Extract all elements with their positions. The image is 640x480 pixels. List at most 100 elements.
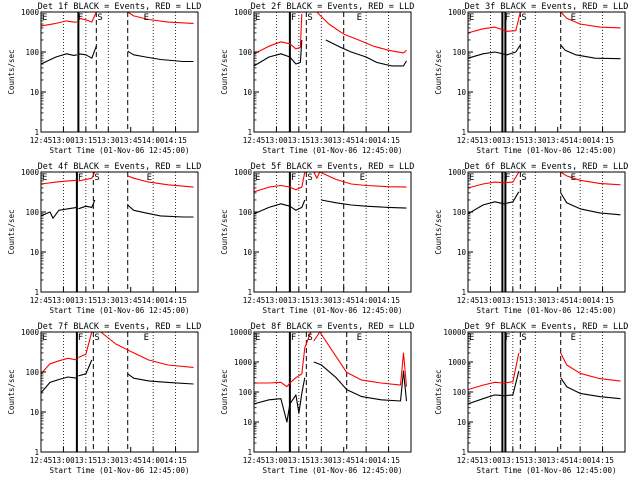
x-tick-label: 13:30 [97,136,120,145]
events-series-line [560,192,621,216]
x-tick-label: 13:15 [75,136,98,145]
x-tick-label: 14:15 [377,456,400,465]
events-series-line [40,376,77,394]
x-tick-label: 12:45 [243,456,266,465]
y-tick-label: 1 [34,288,39,297]
x-tick-label: 13:45 [546,456,569,465]
events-series-line [127,204,194,218]
interval-marker-label: E [144,13,149,23]
x-tick-label: 14:00 [142,136,165,145]
plot-frame [40,331,199,453]
x-tick-label: 13:45 [119,456,142,465]
x-tick-label: 12:45 [30,456,53,465]
y-tick-label: 10 [243,248,253,257]
x-tick-label: 13:30 [524,456,547,465]
y-tick-label: 1 [461,128,466,137]
x-tick-label: 13:30 [97,296,120,305]
y-tick-label: 1 [247,288,252,297]
lld-series-line [316,11,407,54]
y-axis-label: Counts/sec [220,209,229,254]
x-tick-label: 13:00 [52,296,75,305]
y-tick-label: 10 [30,408,40,417]
plot-frame [467,331,626,453]
events-series-line [467,44,521,59]
lld-series-line [127,11,194,24]
x-tick-label: 13:30 [310,456,333,465]
x-tick-label: 13:15 [288,296,311,305]
plot-frame [467,11,626,133]
chart-panel: 1 10 100 1000 10000 12:45 13:00 13:15 13:30 13:45… [220,322,414,475]
x-axis-label: Start Time (01-Nov-06 12:45:00) [477,306,617,315]
x-tick-label: 13:45 [546,136,569,145]
x-axis-label: Start Time (01-Nov-06 12:45:00) [50,466,190,475]
plot-frame [40,11,199,133]
lld-series-line [78,171,96,182]
lld-series-line [40,179,77,185]
events-series-line [78,199,96,210]
lld-series-line [313,331,408,387]
y-tick-label: 1 [461,288,466,297]
x-tick-label: 14:15 [164,136,187,145]
events-series-line [127,50,194,63]
interval-marker-label: F [78,333,83,343]
lld-series-line [254,331,312,388]
interval-marker-label: S [307,173,312,183]
interval-marker-label: S [94,173,99,183]
lld-series-line [40,20,77,27]
interval-marker-label: F [505,13,510,23]
lld-series-line [127,175,194,188]
x-tick-label: 14:15 [591,136,614,145]
y-tick-label: 1000 [21,328,40,337]
y-tick-label: 100 [238,208,252,217]
events-series-line [78,359,93,377]
x-tick-label: 12:45 [457,456,480,465]
interval-marker-label: S [94,333,99,343]
lld-series-line [253,13,303,55]
chart-title: Det 8f BLACK = Events, RED = LLD [251,322,415,332]
y-axis-label: Counts/sec [7,49,16,94]
x-tick-label: 13:45 [332,456,355,465]
y-tick-label: 100 [25,48,39,57]
interval-marker-label: E [144,333,149,343]
x-tick-label: 13:30 [524,136,547,145]
y-axis-label: Counts/sec [7,369,16,414]
interval-marker-label: E [571,173,576,183]
lld-series-line [560,352,621,382]
chart-panel: 1 10 100 1000 12:45 13:00 13:15 13:30 13:45 14:00… [220,2,414,155]
y-axis-label: Counts/sec [7,209,16,254]
y-tick-label: 10 [30,248,40,257]
events-series-line [253,377,306,423]
y-axis-label: Counts/sec [434,209,443,254]
x-tick-label: 13:30 [97,456,120,465]
chart-panel: 1 10 100 1000 12:45 13:00 13:15 13:30 13:45 14:00… [220,162,414,315]
y-tick-label: 1 [461,448,466,457]
y-axis-label: Counts/sec [434,49,443,94]
y-tick-label: 100 [25,368,39,377]
x-tick-label: 13:00 [265,136,288,145]
x-tick-label: 12:45 [243,296,266,305]
interval-marker-label: F [291,173,296,183]
x-tick-label: 12:45 [30,296,53,305]
interval-marker-label: F [505,333,510,343]
y-tick-label: 10 [30,88,40,97]
x-tick-label: 14:15 [377,136,400,145]
x-axis-label: Start Time (01-Nov-06 12:45:00) [50,146,190,155]
y-tick-label: 1 [247,448,252,457]
x-tick-label: 13:00 [52,136,75,145]
interval-marker-label: E [469,13,474,23]
plot-frame [467,171,626,293]
interval-marker-label: E [42,173,47,183]
x-tick-label: 14:00 [569,136,592,145]
events-series-line [40,53,78,65]
x-axis-label: Start Time (01-Nov-06 12:45:00) [263,306,403,315]
plot-frame [40,171,199,293]
lld-series-line [467,352,520,391]
y-tick-label: 100 [25,208,39,217]
x-tick-label: 14:00 [142,456,165,465]
y-tick-label: 1000 [448,168,467,177]
chart-title: Det 4f BLACK = Events, RED = LLD [38,162,202,172]
x-tick-label: 12:45 [243,136,266,145]
y-tick-label: 1 [247,128,252,137]
x-tick-label: 13:15 [75,456,98,465]
